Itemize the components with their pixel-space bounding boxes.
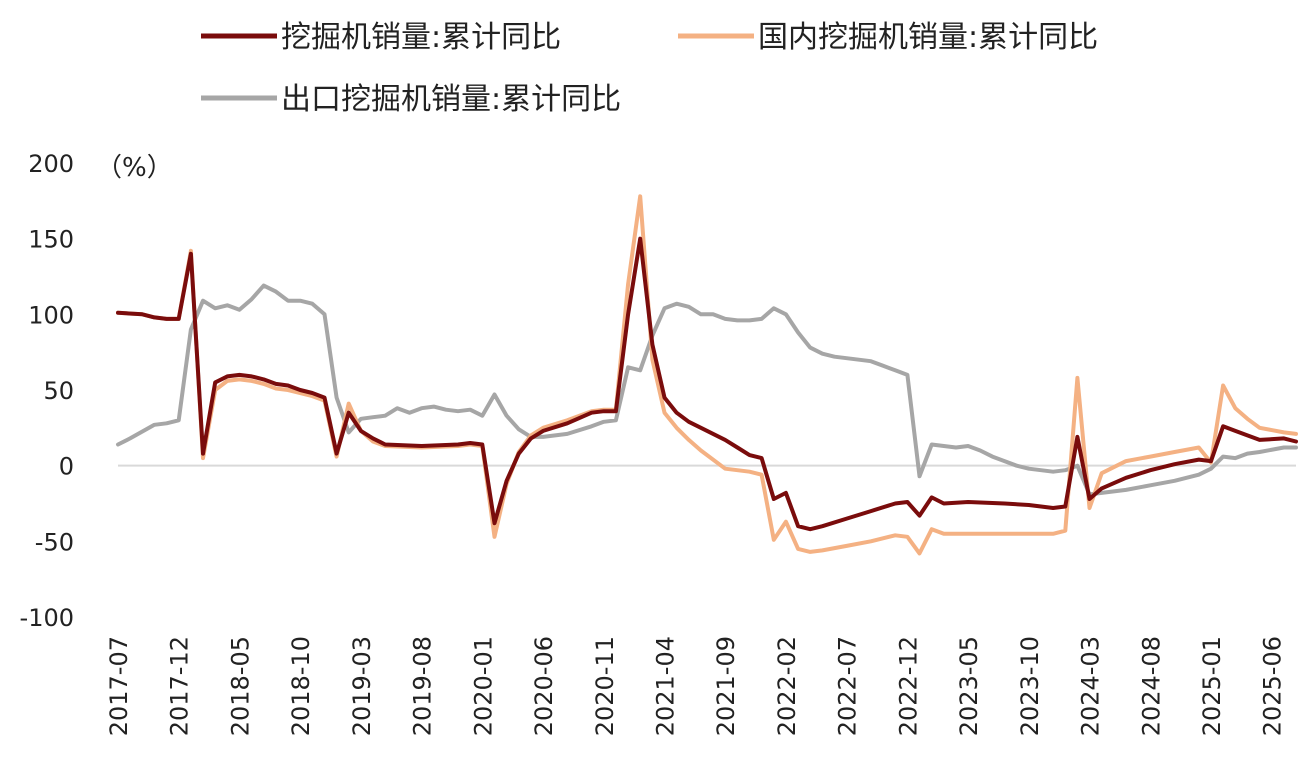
x-tick-label: 2020-06 — [530, 636, 558, 736]
x-tick-label: 2020-11 — [591, 636, 619, 736]
x-tick-label: 2020-01 — [469, 636, 497, 736]
y-tick-label: 200 — [28, 150, 74, 178]
legend-label-1: 国内挖掘机销量:累计同比 — [758, 20, 1098, 55]
x-tick-label: 2022-07 — [834, 636, 862, 736]
x-tick-label: 2025-01 — [1198, 636, 1226, 736]
x-tick-label: 2023-10 — [1016, 636, 1044, 736]
y-tick-label: 0 — [59, 453, 74, 481]
y-tick-label: 100 — [28, 301, 74, 329]
series-line-2 — [116, 283, 1298, 497]
x-tick-label: 2017-07 — [105, 636, 133, 736]
y-tick-label: 50 — [43, 377, 74, 405]
x-tick-label: 2018-05 — [226, 636, 254, 736]
y-tick-label: -50 — [35, 528, 74, 556]
x-tick-label: 2018-10 — [287, 636, 315, 736]
y-axis-unit-label: （%） — [96, 153, 173, 183]
x-tick-label: 2022-12 — [894, 636, 922, 736]
y-axis-ticks: 200 150 100 50 0 -50 -100 — [20, 150, 74, 632]
legend-label-0: 挖掘机销量:累计同比 — [281, 20, 561, 55]
x-tick-label: 2021-04 — [651, 636, 679, 736]
series-line-1 — [116, 194, 1298, 556]
x-tick-label: 2022-02 — [773, 636, 801, 736]
x-tick-label: 2025-06 — [1259, 636, 1287, 736]
x-tick-label: 2023-05 — [955, 636, 983, 736]
y-tick-label: 150 — [28, 226, 74, 254]
series-line-0 — [116, 236, 1298, 532]
x-tick-label: 2019-03 — [348, 636, 376, 736]
x-tick-label: 2019-08 — [409, 636, 437, 736]
x-tick-label: 2024-08 — [1137, 636, 1165, 736]
legend-label-2: 出口挖掘机销量:累计同比 — [281, 82, 621, 117]
x-axis-ticks: 2017-07 2017-12 2018-05 2018-10 2019-03 2019-… — [105, 636, 1287, 736]
x-tick-label: 2024-03 — [1077, 636, 1105, 736]
x-tick-label: 2021-09 — [712, 636, 740, 736]
series-lines — [116, 194, 1298, 556]
y-tick-label: -100 — [20, 604, 74, 632]
x-tick-label: 2017-12 — [166, 636, 194, 736]
